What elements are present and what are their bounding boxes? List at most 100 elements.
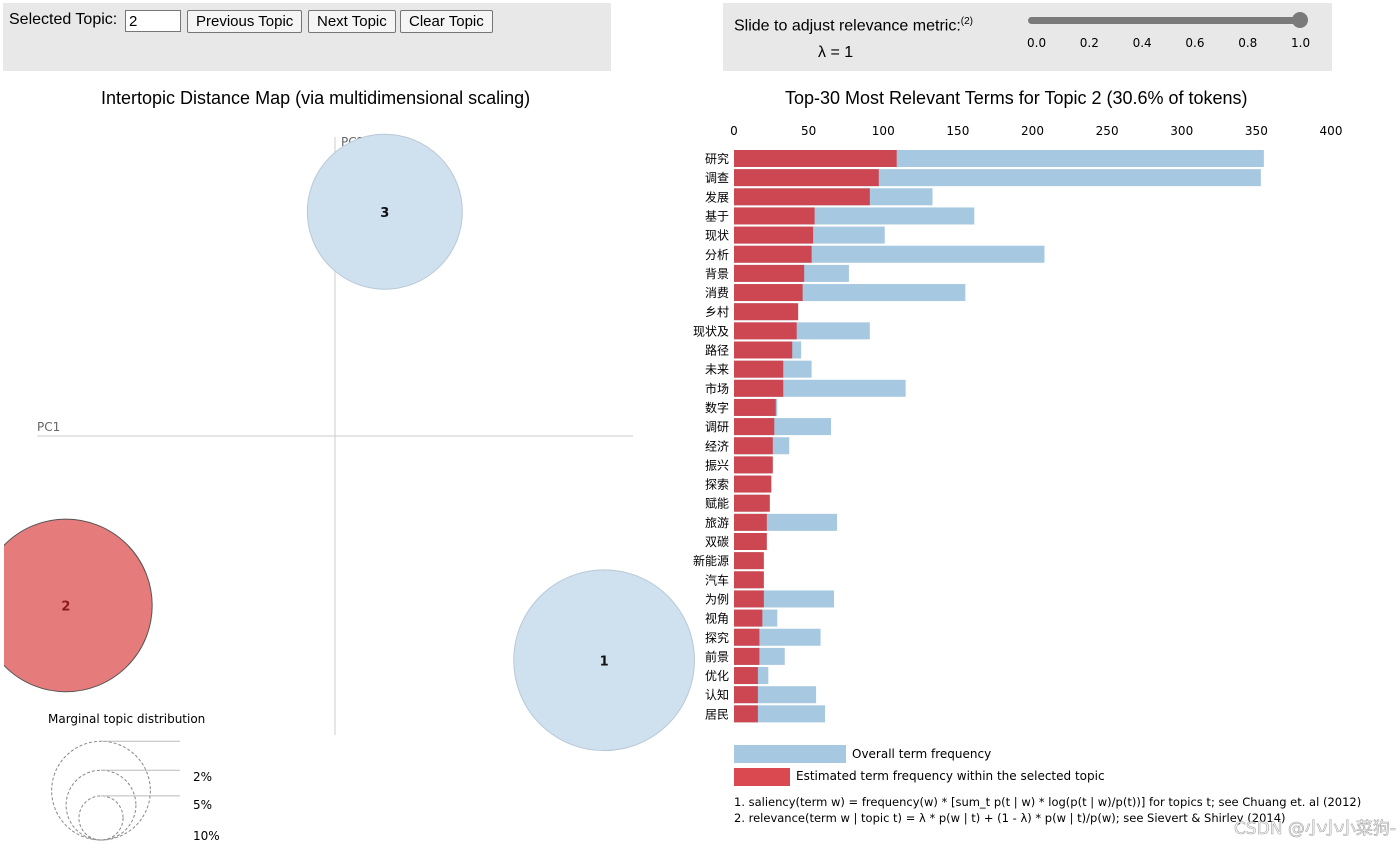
- topic-frequency-bar[interactable]: [734, 590, 764, 608]
- marginal-legend-circle: [65, 769, 137, 841]
- x-tick-label: 300: [1170, 124, 1193, 138]
- term-label[interactable]: 发展: [705, 189, 729, 204]
- topic-frequency-bar[interactable]: [734, 284, 803, 302]
- term-label[interactable]: 市场: [705, 381, 729, 396]
- topic-frequency-bar[interactable]: [734, 150, 897, 167]
- term-label[interactable]: 乡村: [705, 305, 729, 319]
- term-label[interactable]: 汽车: [705, 572, 729, 587]
- term-label[interactable]: 居民: [705, 707, 729, 721]
- topic-frequency-bar[interactable]: [734, 437, 773, 455]
- relevance-slider-panel: Slide to adjust relevance metric:(2) λ =…: [723, 3, 1332, 71]
- topic-frequency-bar[interactable]: [734, 226, 814, 244]
- term-label[interactable]: 经济: [705, 438, 729, 453]
- clear-topic-button[interactable]: Clear Topic: [400, 10, 493, 33]
- topic-frequency-bar[interactable]: [734, 552, 764, 570]
- slider-tick-label: 0.6: [1185, 36, 1205, 50]
- marginal-legend-label: 2%: [193, 770, 212, 784]
- topic-bubble-2[interactable]: [0, 518, 153, 693]
- selected-topic-label: Selected Topic:: [9, 11, 118, 28]
- pc1-axis-label: PC1: [37, 420, 60, 434]
- next-topic-button[interactable]: Next Topic: [308, 10, 396, 33]
- term-label[interactable]: 消费: [705, 286, 729, 300]
- term-label[interactable]: 路径: [705, 343, 729, 358]
- term-label[interactable]: 调研: [705, 420, 729, 434]
- term-label[interactable]: 探究: [705, 630, 729, 645]
- topic-frequency-bar[interactable]: [734, 475, 772, 493]
- term-label[interactable]: 优化: [705, 669, 729, 683]
- selected-topic-input[interactable]: [125, 10, 181, 32]
- term-label[interactable]: 数字: [705, 400, 729, 415]
- term-label[interactable]: 双碳: [705, 535, 729, 549]
- x-tick-label: 400: [1320, 124, 1343, 138]
- term-label[interactable]: 为例: [705, 592, 729, 606]
- slider-label: Slide to adjust relevance metric:(2): [734, 16, 973, 35]
- marginal-legend-circle: [51, 740, 151, 841]
- x-tick-label: 200: [1021, 124, 1044, 138]
- topic-frequency-bar[interactable]: [734, 398, 776, 416]
- topic-frequency-bar[interactable]: [734, 686, 758, 704]
- footnote-relevance: 2. relevance(term w | topic t) = λ * p(w…: [734, 811, 1286, 825]
- term-label[interactable]: 分析: [705, 248, 729, 262]
- legend-topic-label: Estimated term frequency within the sele…: [796, 769, 1105, 783]
- bar-chart-title: Top-30 Most Relevant Terms for Topic 2 (…: [785, 88, 1248, 108]
- legend-overall-swatch: [734, 745, 846, 763]
- x-tick-label: 100: [872, 124, 895, 138]
- topic-bubble-1[interactable]: [513, 569, 695, 752]
- term-label[interactable]: 视角: [705, 611, 729, 626]
- term-label[interactable]: 现状: [705, 229, 729, 243]
- topic-frequency-bar[interactable]: [734, 513, 767, 531]
- footnote-saliency: 1. saliency(term w) = frequency(w) * [su…: [734, 795, 1361, 809]
- term-label[interactable]: 旅游: [705, 516, 729, 530]
- topic-frequency-bar[interactable]: [734, 628, 760, 646]
- topic-frequency-bar[interactable]: [734, 667, 758, 685]
- relevance-slider-thumb[interactable]: [1292, 12, 1308, 28]
- term-label[interactable]: 前景: [705, 649, 729, 664]
- term-label[interactable]: 振兴: [705, 458, 729, 472]
- term-label[interactable]: 认知: [705, 688, 729, 702]
- x-tick-label: 350: [1245, 124, 1268, 138]
- slider-tick-label: 0.4: [1132, 36, 1152, 50]
- topic-frequency-bar[interactable]: [734, 609, 763, 627]
- term-label[interactable]: 赋能: [705, 497, 729, 511]
- marginal-legend-title: Marginal topic distribution: [48, 712, 205, 726]
- topic-frequency-bar[interactable]: [734, 169, 879, 187]
- term-label[interactable]: 研究: [705, 151, 729, 166]
- topic-bubble-label: 3: [380, 206, 389, 221]
- topic-frequency-bar[interactable]: [734, 456, 773, 474]
- topic-bubble-3[interactable]: [306, 133, 463, 290]
- topic-frequency-bar[interactable]: [734, 494, 770, 512]
- term-label[interactable]: 调查: [705, 171, 729, 185]
- relevance-slider-track[interactable]: [1028, 17, 1300, 24]
- topic-frequency-bar[interactable]: [734, 705, 758, 723]
- term-label[interactable]: 现状及: [693, 324, 729, 338]
- topic-frequency-bar[interactable]: [734, 322, 797, 340]
- x-tick-label: 150: [946, 124, 969, 138]
- intertopic-map-title: Intertopic Distance Map (via multidimens…: [101, 88, 531, 108]
- term-label[interactable]: 基于: [705, 209, 729, 223]
- topic-bubble-label: 1: [600, 654, 609, 669]
- topic-frequency-bar[interactable]: [734, 245, 812, 263]
- topic-frequency-bar[interactable]: [734, 303, 799, 321]
- lambda-value-text: λ = 1: [818, 44, 854, 61]
- previous-topic-button[interactable]: Previous Topic: [187, 10, 303, 33]
- topic-frequency-bar[interactable]: [734, 341, 793, 359]
- topic-frequency-bar[interactable]: [734, 418, 775, 436]
- topic-frequency-bar[interactable]: [734, 188, 870, 206]
- topic-control-panel: Selected Topic: Previous Topic Next Topi…: [3, 3, 611, 71]
- term-label[interactable]: 新能源: [693, 553, 729, 568]
- topic-frequency-bar[interactable]: [734, 533, 767, 550]
- slider-label-text: Slide to adjust relevance metric:: [734, 17, 961, 35]
- slider-footnote: (2): [960, 16, 974, 27]
- topic-frequency-bar[interactable]: [734, 264, 805, 282]
- term-label[interactable]: 探索: [705, 478, 729, 492]
- topic-frequency-bar[interactable]: [734, 571, 764, 589]
- topic-frequency-bar[interactable]: [734, 360, 784, 378]
- x-tick-label: 50: [801, 124, 816, 138]
- term-label[interactable]: 未来: [705, 363, 729, 377]
- term-label[interactable]: 背景: [705, 267, 729, 281]
- legend-topic-swatch: [734, 768, 790, 786]
- topic-frequency-bar[interactable]: [734, 207, 815, 225]
- topic-frequency-bar[interactable]: [734, 647, 760, 665]
- topic-frequency-bar[interactable]: [734, 379, 784, 397]
